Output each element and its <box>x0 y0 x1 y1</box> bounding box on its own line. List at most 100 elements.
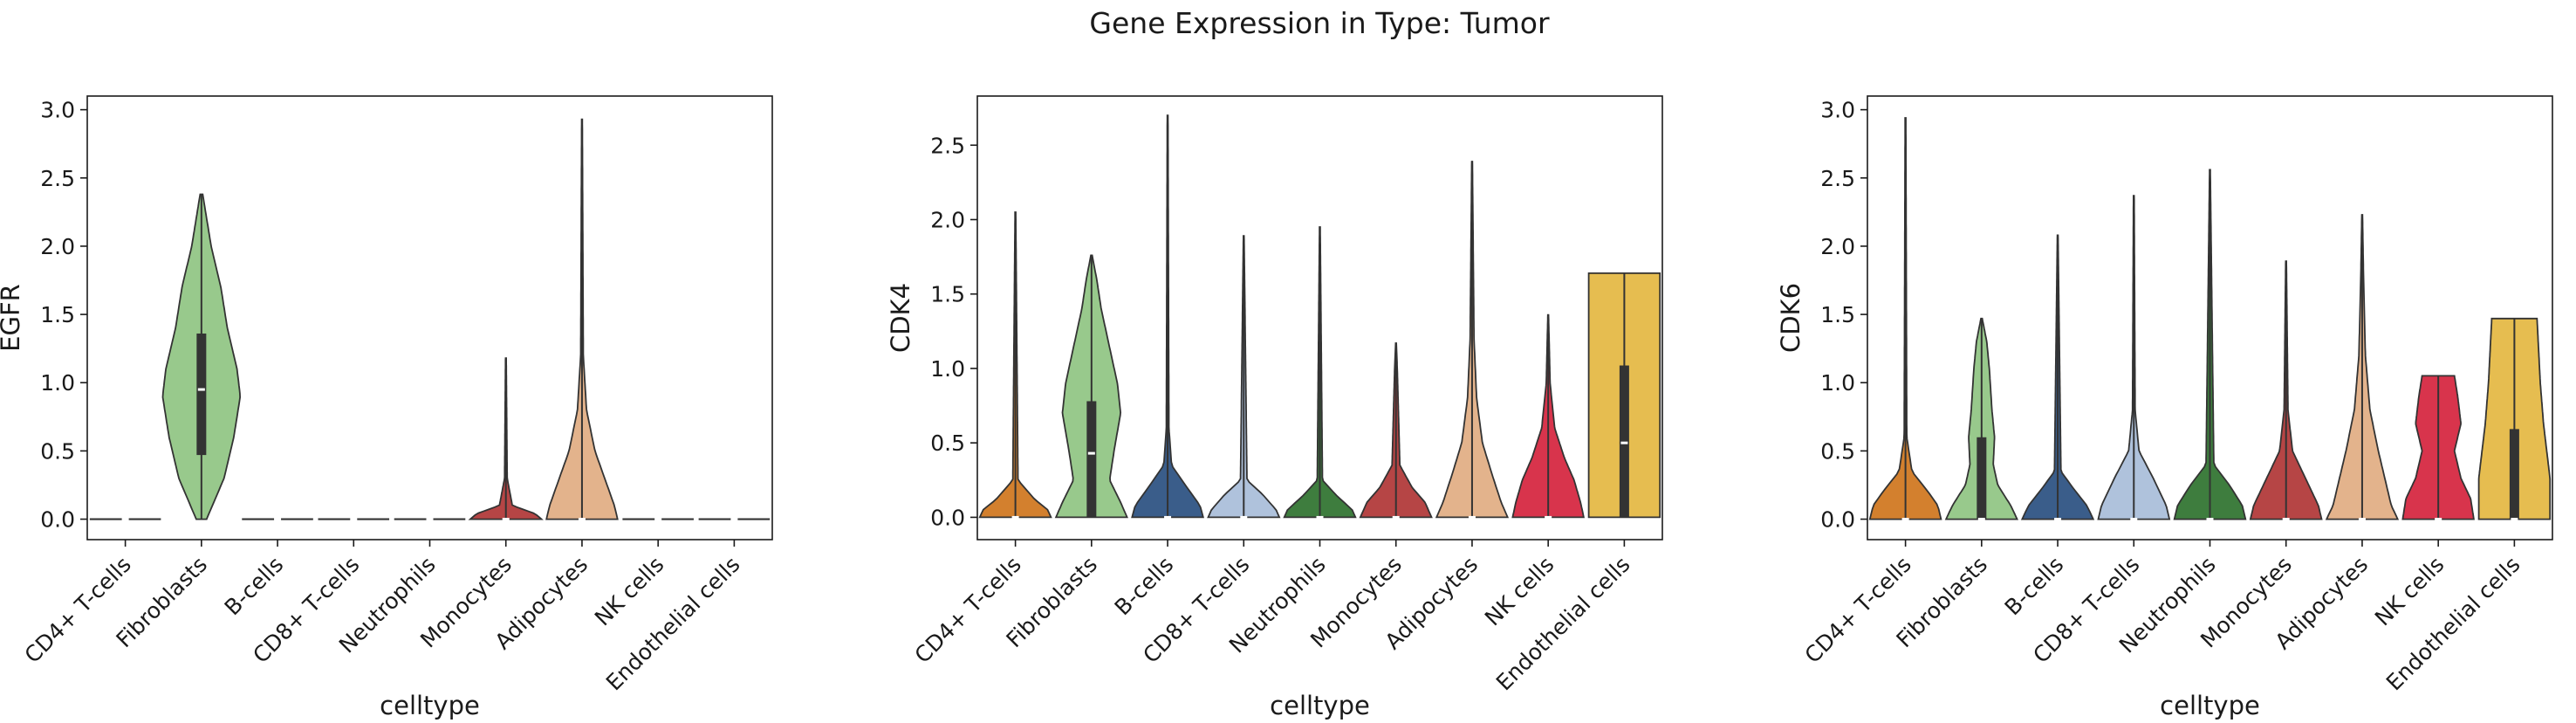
violin-adipocytes <box>2325 214 2400 521</box>
violin-median <box>654 518 662 521</box>
violin-fibroblasts <box>1944 317 2019 521</box>
y-tick-label: 3.0 <box>40 98 75 123</box>
violin-iqr-box <box>1977 437 1987 520</box>
x-tick-label: B-cells <box>2000 552 2069 621</box>
violin-fibroblasts <box>1054 254 1128 519</box>
x-tick-label: B-cells <box>1110 552 1179 621</box>
violin-neutrophils <box>2173 169 2247 521</box>
y-tick-label: 1.0 <box>1820 370 1855 396</box>
violin-neutrophils <box>394 518 466 521</box>
x-tick-label: Endothelial cells <box>2381 552 2525 696</box>
violin-endothelial-cells <box>1587 272 1661 519</box>
violin-cd4-t-cells <box>89 518 161 521</box>
violin-median <box>2206 518 2214 521</box>
violin-b-cells <box>1131 114 1204 519</box>
x-tick-label: CD4+ T-cells <box>20 552 136 668</box>
violin-monocytes <box>1359 342 1433 519</box>
violin-median <box>426 518 434 521</box>
violin-iqr-box <box>196 333 207 456</box>
y-tick-label: 2.5 <box>930 133 965 158</box>
y-tick-label: 2.5 <box>40 166 75 191</box>
violin-adipocytes <box>545 118 619 521</box>
violin-median <box>2358 518 2366 521</box>
y-tick-label: 1.0 <box>930 356 965 382</box>
violin-median <box>1392 515 1400 519</box>
violin-iqr-box <box>2509 429 2519 520</box>
violin-median <box>578 518 586 521</box>
y-tick-label: 0.5 <box>1820 438 1855 464</box>
violin-cd4-t-cells <box>978 211 1052 519</box>
violin-median <box>197 388 205 391</box>
violin-median <box>2511 518 2518 521</box>
x-axis-label: celltype <box>380 691 480 720</box>
violin-cd8-t-cells <box>2097 195 2171 521</box>
violin-endothelial-cells <box>698 518 771 521</box>
violin-nk-cells <box>1511 313 1586 519</box>
y-tick-label: 0.0 <box>930 505 965 530</box>
violin-adipocytes <box>1435 161 1510 519</box>
violin-median <box>502 518 510 521</box>
y-tick-label: 1.5 <box>1820 302 1855 327</box>
y-tick-label: 2.0 <box>40 234 75 259</box>
violin-median <box>1901 518 1909 521</box>
y-axis-label: CDK4 <box>886 283 915 353</box>
violin-median <box>2054 518 2062 521</box>
violin-median <box>2435 518 2442 521</box>
violin-median <box>1545 515 1552 519</box>
violin-cd8-t-cells <box>1207 235 1281 519</box>
violin-median <box>1620 441 1628 444</box>
violin-median <box>730 518 738 521</box>
violin-cd8-t-cells <box>318 518 390 521</box>
y-tick-label: 0.5 <box>930 430 965 456</box>
violin-iqr-box <box>1086 401 1097 518</box>
violin-median <box>2130 518 2138 521</box>
y-tick-label: 2.0 <box>930 207 965 232</box>
violin-cd4-t-cells <box>1868 117 1942 521</box>
violin-median <box>274 518 282 521</box>
x-tick-label: NK cells <box>2370 552 2449 631</box>
violin-nk-cells <box>622 518 694 521</box>
violin-endothelial-cells <box>2477 317 2552 521</box>
violin-median <box>350 518 358 521</box>
violin-median <box>1240 515 1248 519</box>
y-tick-label: 0.0 <box>40 507 75 533</box>
y-tick-label: 1.5 <box>930 282 965 307</box>
y-axis-label: EGFR <box>0 284 25 352</box>
violin-neutrophils <box>1283 226 1357 519</box>
x-tick-label: CD4+ T-cells <box>1800 552 1916 668</box>
violin-median <box>1087 451 1095 455</box>
violin-median <box>1468 515 1476 519</box>
y-tick-label: 0.0 <box>1820 507 1855 533</box>
y-tick-label: 2.5 <box>1820 166 1855 191</box>
figure-title: Gene Expression in Type: Tumor <box>1089 6 1550 40</box>
violin-monocytes <box>2249 260 2323 521</box>
y-tick-label: 1.0 <box>40 370 75 396</box>
x-tick-label: Endothelial cells <box>1491 552 1635 696</box>
x-tick-label: B-cells <box>220 552 289 621</box>
x-tick-label: NK cells <box>1480 552 1559 631</box>
y-tick-label: 3.0 <box>1820 98 1855 123</box>
x-tick-label: Endothelial cells <box>601 552 745 696</box>
violin-median <box>2282 518 2290 521</box>
violin-median <box>1977 518 1985 521</box>
violin-median <box>1164 515 1172 519</box>
y-tick-label: 0.5 <box>40 438 75 464</box>
violin-monocytes <box>468 357 544 521</box>
x-axis-label: celltype <box>2160 691 2260 720</box>
violin-fibroblasts <box>161 193 242 520</box>
y-tick-label: 1.5 <box>40 302 75 327</box>
violin-b-cells <box>242 518 313 521</box>
violin-median <box>1316 515 1324 519</box>
violin-median <box>1011 515 1019 519</box>
y-axis-label: CDK6 <box>1776 283 1805 353</box>
violin-nk-cells <box>2401 375 2475 521</box>
x-tick-label: CD4+ T-cells <box>910 552 1026 668</box>
violin-iqr-box <box>1619 365 1629 518</box>
violin-median <box>121 518 129 521</box>
x-axis-label: celltype <box>1270 691 1370 720</box>
y-tick-label: 2.0 <box>1820 234 1855 259</box>
